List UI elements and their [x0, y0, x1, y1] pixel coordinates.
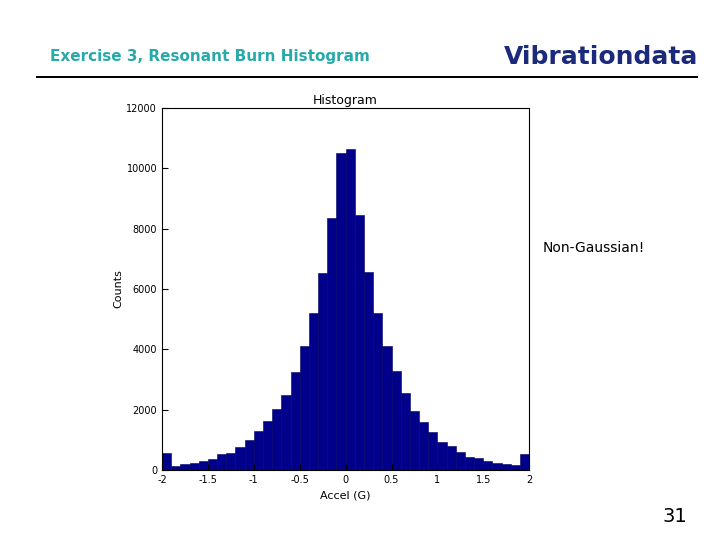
Bar [272, 409, 282, 470]
Bar [355, 215, 364, 470]
Bar [382, 346, 392, 470]
Bar [208, 459, 217, 470]
Bar [245, 440, 254, 470]
Title: Histogram: Histogram [313, 94, 378, 107]
Bar [483, 461, 492, 470]
Bar [254, 431, 263, 470]
Y-axis label: Counts: Counts [114, 269, 124, 308]
Bar [511, 465, 520, 470]
Bar [428, 432, 438, 470]
Bar [235, 447, 245, 470]
Text: Non-Gaussian!: Non-Gaussian! [543, 241, 645, 255]
Bar [189, 463, 199, 470]
Bar [465, 457, 474, 470]
Bar [226, 453, 235, 470]
Bar [263, 421, 272, 470]
Bar [392, 371, 400, 470]
Bar [300, 346, 309, 470]
Bar [282, 395, 291, 470]
Bar [474, 458, 483, 470]
Bar [291, 372, 300, 470]
Bar [410, 411, 419, 470]
Bar [162, 454, 171, 470]
Bar [373, 313, 382, 470]
Bar [446, 446, 456, 470]
Bar [401, 393, 410, 470]
Bar [502, 464, 511, 470]
Bar [327, 218, 336, 470]
Bar [456, 453, 465, 470]
Bar [199, 461, 208, 470]
Text: Vibrationdata: Vibrationdata [504, 45, 698, 69]
Bar [171, 466, 180, 470]
Bar [346, 150, 355, 470]
Bar [438, 442, 446, 470]
Bar [419, 422, 428, 470]
Bar [520, 454, 529, 470]
Bar [364, 272, 373, 470]
Bar [180, 464, 189, 470]
Text: Exercise 3, Resonant Burn Histogram: Exercise 3, Resonant Burn Histogram [50, 49, 370, 64]
Bar [309, 313, 318, 470]
Bar [217, 454, 226, 470]
Text: 31: 31 [663, 508, 688, 526]
Bar [336, 152, 346, 470]
X-axis label: Accel (G): Accel (G) [320, 490, 371, 500]
Bar [318, 273, 328, 470]
Bar [492, 463, 502, 470]
